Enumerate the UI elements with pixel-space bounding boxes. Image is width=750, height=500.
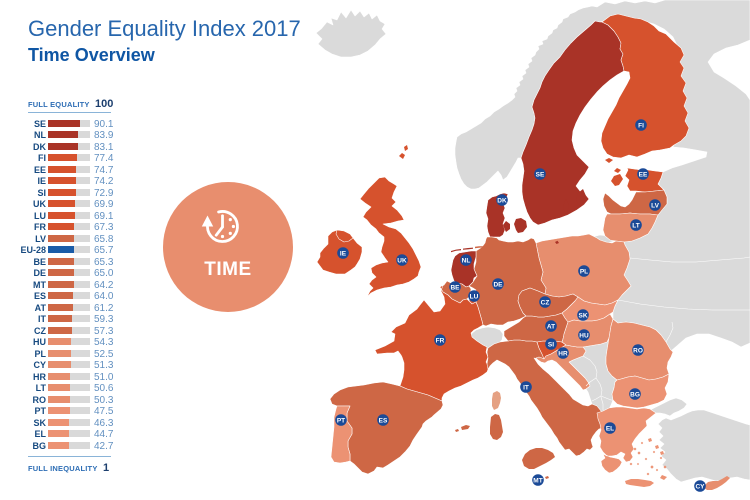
svg-text:LV: LV — [651, 202, 659, 209]
svg-text:DE: DE — [493, 281, 503, 288]
svg-text:ES: ES — [379, 417, 388, 424]
svg-text:LU: LU — [470, 293, 479, 300]
svg-text:CZ: CZ — [541, 299, 550, 306]
svg-text:CY: CY — [695, 483, 705, 490]
svg-text:BE: BE — [450, 284, 460, 291]
svg-text:SK: SK — [578, 312, 587, 319]
svg-text:IE: IE — [340, 250, 347, 257]
svg-text:HR: HR — [558, 350, 568, 357]
svg-text:HU: HU — [579, 332, 589, 339]
svg-text:FR: FR — [436, 337, 445, 344]
svg-text:SE: SE — [536, 171, 545, 178]
svg-text:LT: LT — [632, 222, 639, 229]
svg-text:DK: DK — [497, 197, 507, 204]
svg-text:EE: EE — [639, 171, 648, 178]
svg-text:BG: BG — [630, 391, 640, 398]
svg-text:AT: AT — [547, 323, 555, 330]
svg-text:PL: PL — [580, 268, 588, 275]
svg-text:EL: EL — [606, 425, 614, 432]
svg-text:FI: FI — [638, 122, 644, 129]
svg-text:RO: RO — [633, 347, 643, 354]
svg-text:NL: NL — [462, 257, 471, 264]
svg-text:SI: SI — [548, 341, 554, 348]
svg-text:IT: IT — [523, 384, 529, 391]
svg-text:PT: PT — [337, 417, 345, 424]
svg-text:MT: MT — [533, 477, 542, 484]
svg-text:UK: UK — [397, 257, 407, 264]
